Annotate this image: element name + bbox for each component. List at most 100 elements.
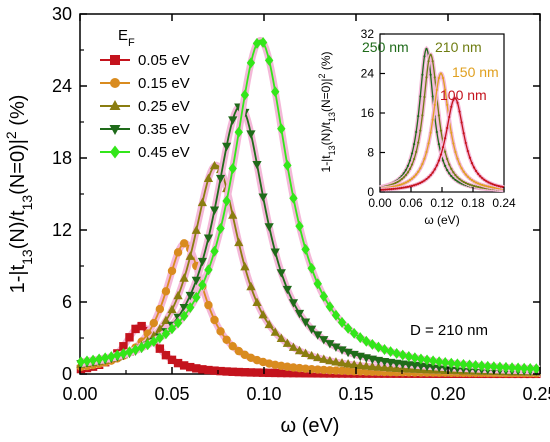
inset-series-point-3 — [466, 149, 469, 153]
legend-label: 0.15 eV — [138, 75, 190, 92]
series-point-2 — [300, 348, 311, 357]
inset-y-tick-label: 24 — [361, 67, 375, 81]
inset-series-point-1 — [460, 179, 463, 182]
inset-series-point-2 — [429, 131, 432, 134]
inset-series-point-1 — [402, 176, 405, 179]
inset-series-point-3 — [495, 184, 498, 187]
inset-series-point-3 — [425, 177, 428, 181]
series-point-4 — [192, 291, 201, 303]
series-point-4 — [119, 348, 128, 360]
inset-series-point-1 — [415, 150, 418, 153]
inset-series-point-3 — [427, 176, 430, 179]
series-point-4 — [252, 37, 262, 49]
inset-series-point-2 — [462, 170, 465, 173]
series-point-1 — [228, 342, 237, 351]
inset-series-point-1 — [448, 163, 451, 166]
inset-series-point-0 — [410, 152, 414, 155]
series-point-2 — [167, 304, 177, 314]
series-point-4 — [325, 301, 335, 313]
series-point-4 — [319, 290, 328, 302]
x-tick-label: 0.05 — [154, 384, 189, 404]
inset-series-point-1 — [404, 173, 407, 177]
series-point-4 — [186, 302, 195, 314]
inset-series-point-2 — [398, 183, 401, 187]
series-point-2 — [349, 359, 359, 369]
series-point-2 — [294, 345, 305, 355]
series-point-3 — [215, 174, 226, 184]
main-y-axis-title: 1-|t13(N)/t13(N=0)|2 (%) — [3, 95, 35, 294]
series-point-2 — [240, 261, 250, 271]
inset-y-tick-label: 0 — [367, 185, 374, 199]
inset-series-point-3 — [497, 185, 500, 188]
inset-series-point-0 — [417, 114, 420, 118]
inset-series-point-2 — [435, 88, 438, 91]
series-point-4 — [277, 123, 286, 135]
series-point-3 — [307, 325, 317, 334]
inset-series-point-1 — [392, 182, 395, 186]
series-point-2 — [276, 333, 286, 342]
inset-series-point-1 — [450, 167, 453, 170]
series-point-1 — [204, 300, 213, 310]
inset-series-point-1 — [394, 181, 397, 185]
series-point-2 — [173, 290, 183, 300]
inset-series-point-3 — [402, 186, 405, 189]
inset-series-point-2 — [400, 183, 403, 186]
inset-series-point-1 — [437, 114, 440, 117]
series-point-1 — [222, 335, 231, 345]
series-point-1 — [319, 365, 328, 375]
series-point-3 — [313, 331, 323, 340]
inset-series-point-0 — [441, 159, 445, 162]
inset-series-point-1 — [400, 178, 403, 181]
series-point-4 — [434, 356, 444, 368]
series-point-3 — [179, 304, 189, 313]
inset-series-point-2 — [421, 162, 424, 166]
series-point-4 — [240, 89, 250, 101]
series-point-4 — [386, 346, 395, 358]
series-point-1 — [301, 364, 310, 373]
inset-series-point-3 — [468, 156, 471, 159]
inset-series-point-3 — [429, 174, 432, 177]
series-point-3 — [288, 299, 299, 308]
legend-label: 0.05 eV — [138, 52, 190, 69]
series-point-1 — [295, 363, 304, 373]
legend-title: EF — [118, 27, 135, 49]
series-point-2 — [313, 352, 323, 362]
y-tick-label: 12 — [52, 220, 72, 240]
inset-series-point-1 — [456, 176, 459, 179]
series-point-3 — [300, 318, 311, 327]
series-point-4 — [477, 360, 486, 372]
series-point-4 — [356, 332, 365, 344]
series-point-3 — [270, 248, 280, 257]
series-point-2 — [379, 362, 390, 372]
series-point-1 — [234, 346, 243, 356]
series-point-4 — [501, 361, 511, 373]
legend-marker — [109, 100, 121, 110]
inset-series-point-2 — [415, 173, 418, 176]
y-tick-label: 6 — [62, 292, 72, 312]
series-point-3 — [416, 362, 426, 371]
inset-series-point-0 — [431, 95, 434, 98]
inset-series-point-1 — [417, 141, 420, 144]
series-point-2 — [179, 273, 189, 282]
inset-series-label: 250 nm — [362, 39, 409, 55]
inset-series-point-3 — [444, 137, 447, 140]
series-point-4 — [404, 351, 414, 362]
series-point-4 — [167, 323, 177, 335]
inset-series-point-1 — [433, 76, 436, 79]
series-point-4 — [228, 163, 237, 174]
series-point-4 — [289, 192, 298, 204]
legend-marker — [110, 55, 120, 65]
series-point-4 — [234, 126, 243, 138]
series-point-4 — [465, 359, 474, 371]
series-point-4 — [513, 362, 523, 374]
inset-series-point-2 — [470, 179, 474, 182]
series-point-3 — [185, 291, 195, 301]
inset-series-point-3 — [392, 187, 395, 190]
inset-series-point-3 — [421, 180, 424, 183]
inset-y-tick-label: 32 — [361, 27, 375, 41]
inset-series-point-2 — [404, 181, 407, 184]
series-point-4 — [398, 349, 407, 361]
series-point-2 — [361, 361, 371, 370]
inset-series-point-2 — [489, 185, 492, 189]
series-point-4 — [313, 278, 322, 290]
